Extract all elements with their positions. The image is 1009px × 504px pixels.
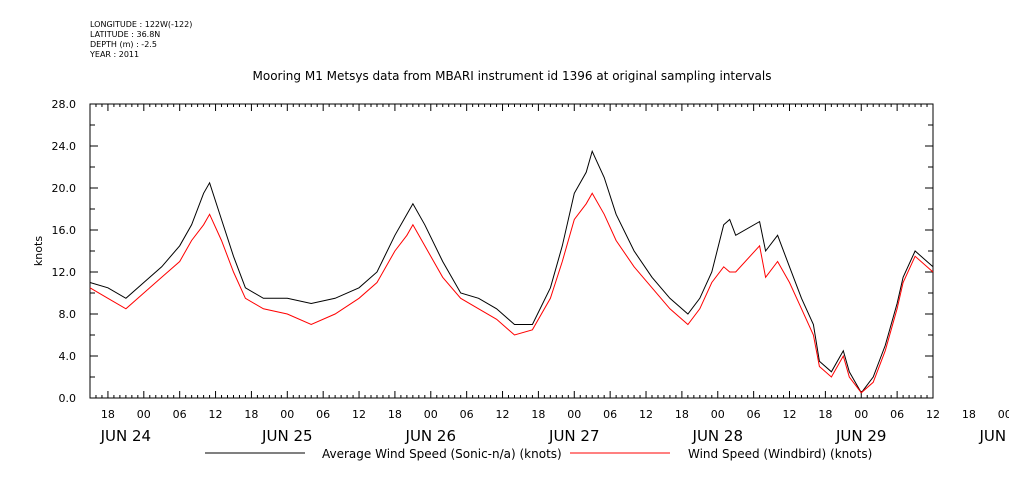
x-hour-label: 00 bbox=[998, 408, 1009, 421]
legend-label-windbird: Wind Speed (Windbird) (knots) bbox=[688, 447, 872, 461]
x-hour-label: 12 bbox=[926, 408, 940, 421]
x-hour-label: 12 bbox=[783, 408, 797, 421]
x-date-label: JUN 30 bbox=[979, 427, 1009, 445]
depth-label: DEPTH (m) : -2.5 bbox=[90, 40, 157, 49]
legend: Average Wind Speed (Sonic-n/a) (knots) W… bbox=[205, 447, 872, 461]
y-tick-label: 12.0 bbox=[52, 266, 77, 279]
x-hour-label: 00 bbox=[424, 408, 438, 421]
legend-label-average-wind: Average Wind Speed (Sonic-n/a) (knots) bbox=[322, 447, 562, 461]
longitude-label: LONGITUDE : 122W(-122) bbox=[90, 20, 193, 29]
x-hour-label: 12 bbox=[209, 408, 223, 421]
x-date-label: JUN 27 bbox=[548, 427, 599, 445]
x-hour-label: 12 bbox=[496, 408, 510, 421]
x-hour-label: 18 bbox=[531, 408, 545, 421]
y-tick-label: 8.0 bbox=[59, 308, 77, 321]
x-hour-label: 06 bbox=[460, 408, 474, 421]
x-hour-label: 18 bbox=[675, 408, 689, 421]
x-hour-label: 00 bbox=[854, 408, 868, 421]
x-hour-label: 18 bbox=[244, 408, 258, 421]
year-label: YEAR : 2011 bbox=[90, 50, 140, 59]
x-hour-label: 18 bbox=[388, 408, 402, 421]
x-hour-label: 06 bbox=[603, 408, 617, 421]
y-tick-label: 0.0 bbox=[59, 392, 77, 405]
mooring-metadata: LONGITUDE : 122W(-122) LATITUDE : 36.8N … bbox=[90, 20, 192, 60]
latitude-label: LATITUDE : 36.8N bbox=[90, 30, 161, 39]
y-axis-label: knots bbox=[32, 236, 45, 266]
chart-title: Mooring M1 Metsys data from MBARI instru… bbox=[253, 69, 772, 83]
x-hour-label: 18 bbox=[818, 408, 832, 421]
x-hour-label: 00 bbox=[137, 408, 151, 421]
x-hour-label: 06 bbox=[747, 408, 761, 421]
x-date-label: JUN 25 bbox=[261, 427, 312, 445]
x-date-label: JUN 28 bbox=[692, 427, 743, 445]
x-date-label: JUN 24 bbox=[100, 427, 151, 445]
x-hour-label: 06 bbox=[173, 408, 187, 421]
x-hour-label: 18 bbox=[101, 408, 115, 421]
x-date-label: JUN 26 bbox=[405, 427, 456, 445]
x-hour-label: 06 bbox=[890, 408, 904, 421]
x-hour-label: 00 bbox=[711, 408, 725, 421]
y-tick-label: 20.0 bbox=[52, 182, 77, 195]
plot-frame bbox=[89, 103, 934, 399]
y-tick-label: 4.0 bbox=[59, 350, 77, 363]
y-tick-label: 16.0 bbox=[52, 224, 77, 237]
series-line-average-wind bbox=[89, 149, 934, 394]
x-hour-label: 00 bbox=[280, 408, 294, 421]
x-hour-label: 06 bbox=[316, 408, 330, 421]
x-hour-label: 12 bbox=[352, 408, 366, 421]
series-line-windbird bbox=[89, 192, 934, 394]
x-hour-label: 12 bbox=[639, 408, 653, 421]
y-tick-label: 28.0 bbox=[52, 98, 77, 111]
x-hour-label: 00 bbox=[567, 408, 581, 421]
y-tick-label: 24.0 bbox=[52, 140, 77, 153]
x-date-label: JUN 29 bbox=[835, 427, 886, 445]
x-hour-label: 18 bbox=[962, 408, 976, 421]
